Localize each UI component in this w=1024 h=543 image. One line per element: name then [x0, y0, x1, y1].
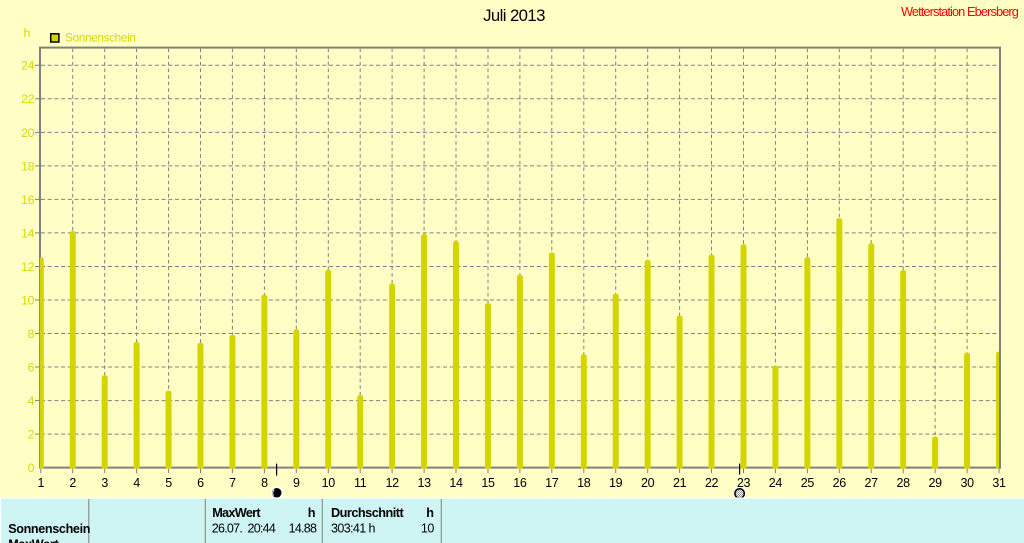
svg-text:4: 4: [28, 394, 35, 408]
svg-text:Sonnenschein: Sonnenschein: [65, 31, 136, 45]
svg-text:18: 18: [577, 476, 591, 490]
svg-text:7: 7: [229, 476, 236, 490]
svg-text:14: 14: [21, 226, 35, 240]
svg-text:8: 8: [261, 476, 268, 490]
svg-text:MaxWert: MaxWert: [212, 506, 261, 520]
svg-text:22: 22: [705, 476, 719, 490]
svg-text:16: 16: [21, 193, 35, 207]
svg-text:8: 8: [28, 327, 35, 341]
svg-text:2: 2: [28, 428, 35, 442]
svg-text:Juli 2013: Juli 2013: [483, 6, 545, 25]
svg-text:12: 12: [385, 476, 399, 490]
svg-text:26: 26: [833, 476, 847, 490]
svg-text:16: 16: [513, 476, 527, 490]
svg-text:Durchschnitt: Durchschnitt: [331, 506, 405, 520]
svg-text:9: 9: [293, 476, 300, 490]
svg-text:15: 15: [481, 476, 495, 490]
svg-text:11: 11: [354, 476, 367, 490]
svg-text:Wetterstation Ebersberg: Wetterstation Ebersberg: [901, 4, 1019, 19]
svg-text:303:41 h: 303:41 h: [331, 522, 376, 536]
svg-text:19: 19: [609, 476, 623, 490]
svg-text:20: 20: [641, 476, 655, 490]
svg-text:30: 30: [960, 476, 974, 490]
svg-text:24: 24: [769, 476, 783, 490]
svg-text:14: 14: [449, 476, 463, 490]
svg-text:22: 22: [21, 92, 35, 106]
svg-text:6: 6: [28, 360, 35, 374]
svg-text:h: h: [426, 506, 434, 520]
svg-text:24: 24: [21, 59, 35, 73]
svg-text:25: 25: [801, 476, 815, 490]
svg-text:1: 1: [37, 476, 44, 490]
svg-text:18: 18: [21, 159, 35, 173]
svg-text:26.07. 20:44: 26.07. 20:44: [212, 522, 276, 536]
svg-text:28: 28: [897, 476, 911, 490]
svg-text:MaxWert: MaxWert: [8, 538, 59, 543]
svg-text:20: 20: [21, 126, 35, 140]
svg-text:21: 21: [673, 476, 687, 490]
svg-text:10: 10: [21, 293, 35, 307]
svg-text:0: 0: [28, 461, 35, 475]
svg-text:6: 6: [197, 476, 204, 490]
svg-text:29: 29: [928, 476, 942, 490]
svg-text:23: 23: [737, 476, 751, 490]
svg-text:17: 17: [545, 476, 559, 490]
svg-text:10: 10: [421, 522, 434, 536]
svg-text:h: h: [308, 506, 316, 520]
svg-text:Sonnenschein: Sonnenschein: [8, 522, 90, 536]
svg-text:5: 5: [165, 476, 172, 490]
svg-text:2: 2: [69, 476, 76, 490]
svg-text:10: 10: [322, 476, 336, 490]
svg-text:31: 31: [992, 476, 1006, 490]
svg-text:4: 4: [133, 476, 140, 490]
svg-text:3: 3: [101, 476, 108, 490]
svg-text:13: 13: [417, 476, 431, 490]
svg-text:h: h: [23, 26, 30, 40]
svg-text:12: 12: [21, 260, 35, 274]
svg-text:14.88: 14.88: [289, 522, 317, 536]
svg-text:27: 27: [865, 476, 879, 490]
